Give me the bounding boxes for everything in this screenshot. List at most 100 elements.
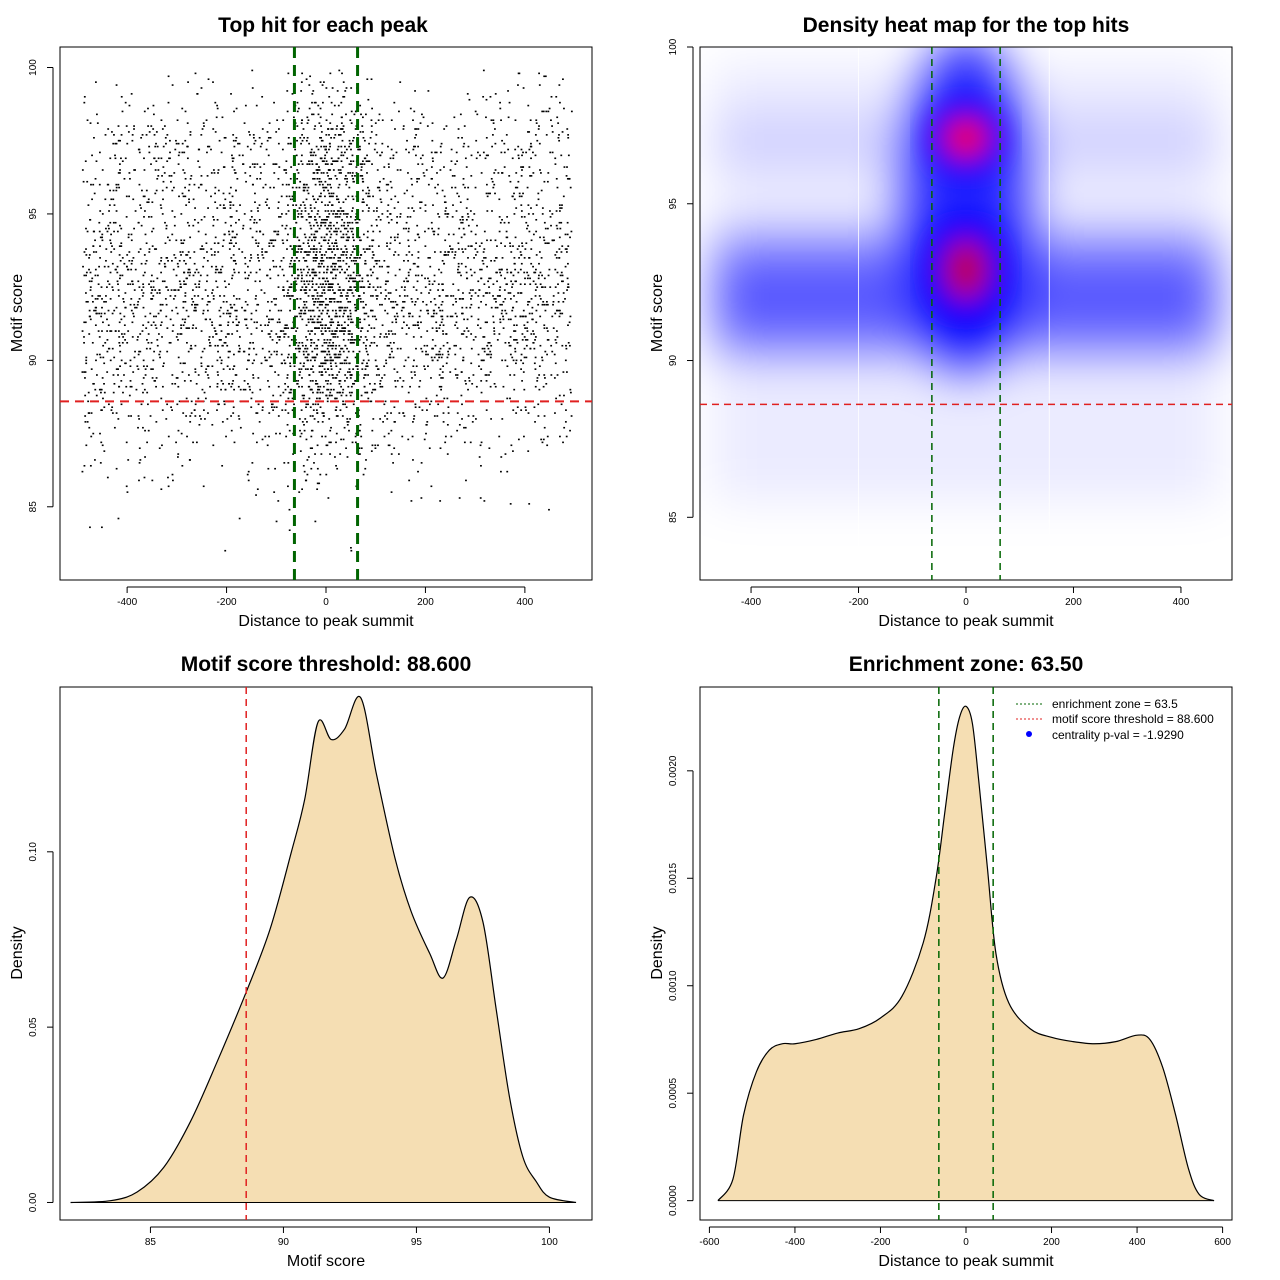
scatter-point <box>286 110 289 113</box>
scatter-point <box>470 315 473 318</box>
scatter-point <box>348 289 351 291</box>
scatter-point <box>304 479 307 482</box>
scatter-point <box>419 309 422 312</box>
scatter-point <box>139 204 142 206</box>
scatter-point <box>234 374 237 376</box>
scatter-point <box>214 201 217 204</box>
scatter-point <box>200 330 203 332</box>
scatter-point <box>556 116 559 119</box>
scatter-point <box>539 271 542 274</box>
scatter-point <box>229 315 231 318</box>
scatter-point <box>315 169 318 171</box>
scatter-point <box>95 359 97 362</box>
scatter-point <box>378 186 381 189</box>
scatter-point <box>314 327 316 329</box>
scatter-point <box>565 409 567 411</box>
scatter-point <box>523 356 526 359</box>
scatter-point <box>524 327 527 329</box>
scatter-point <box>134 350 136 353</box>
scatter-point <box>335 195 338 198</box>
scatter-point <box>533 333 535 335</box>
scatter-point <box>257 242 260 245</box>
y-tick-label: 0.00 <box>28 1192 39 1212</box>
scatter-point <box>494 385 497 388</box>
scatter-point <box>272 245 275 247</box>
scatter-point <box>417 470 419 473</box>
scatter-point <box>117 418 120 420</box>
scatter-point <box>329 221 332 224</box>
scatter-point <box>555 251 558 253</box>
scatter-point <box>334 409 337 411</box>
scatter-point <box>270 365 273 368</box>
score-density-x-label: Motif score <box>287 1253 365 1270</box>
scatter-point <box>388 344 391 347</box>
scatter-point <box>312 90 315 92</box>
scatter-point <box>371 391 373 394</box>
scatter-point <box>330 356 332 359</box>
scatter-point <box>297 344 300 347</box>
scatter-point <box>310 435 313 438</box>
scatter-point <box>85 248 87 250</box>
scatter-point <box>153 350 156 353</box>
scatter-point <box>554 362 557 365</box>
scatter-point <box>189 421 192 423</box>
scatter-point <box>481 347 484 350</box>
scatter-point <box>345 406 348 409</box>
scatter-point <box>125 385 128 388</box>
scatter-point <box>390 148 393 151</box>
scatter-point <box>117 139 120 142</box>
scatter-point <box>259 324 262 327</box>
scatter-point <box>237 350 240 353</box>
scatter-point <box>363 157 366 160</box>
scatter-point <box>244 262 247 265</box>
scatter-point <box>561 274 564 277</box>
scatter-point <box>160 259 162 262</box>
scatter-point <box>365 350 368 353</box>
scatter-point <box>304 236 307 239</box>
scatter-point <box>316 353 318 356</box>
scatter-point <box>138 148 141 151</box>
scatter-point <box>368 286 371 288</box>
scatter-point <box>465 336 468 338</box>
scatter-point <box>303 289 306 291</box>
scatter-point <box>164 136 167 139</box>
scatter-point <box>368 324 371 327</box>
scatter-point <box>128 259 131 262</box>
scatter-point <box>483 230 486 233</box>
scatter-point <box>141 134 144 136</box>
scatter-point <box>107 224 110 227</box>
scatter-point <box>118 245 121 247</box>
scatter-point <box>483 248 486 250</box>
scatter-point <box>114 157 117 160</box>
scatter-point <box>365 365 368 368</box>
scatter-point <box>285 435 288 438</box>
scatter-point <box>328 327 331 329</box>
scatter-point <box>226 418 229 420</box>
scatter-point <box>97 330 100 332</box>
scatter-point <box>546 227 549 230</box>
scatter-point <box>491 145 494 148</box>
scatter-point <box>376 344 378 347</box>
scatter-point <box>352 341 355 344</box>
scatter-point <box>332 277 334 280</box>
scatter-point <box>237 142 239 145</box>
scatter-point <box>427 257 430 259</box>
scatter-point <box>157 175 160 177</box>
scatter-point <box>177 163 180 165</box>
scatter-point <box>277 142 280 145</box>
scatter-point <box>266 204 268 206</box>
scatter-point <box>375 210 378 212</box>
scatter-point <box>327 380 330 382</box>
scatter-point <box>532 280 535 283</box>
scatter-point <box>118 163 121 165</box>
scatter-point <box>509 271 512 274</box>
scatter-point <box>353 262 356 265</box>
scatter-point <box>340 160 343 163</box>
scatter-point <box>350 546 352 549</box>
scatter-point <box>353 382 355 385</box>
scatter-point <box>112 142 115 145</box>
scatter-point <box>334 277 337 280</box>
scatter-point <box>318 365 321 368</box>
scatter-point <box>463 142 466 145</box>
scatter-point <box>318 183 321 186</box>
